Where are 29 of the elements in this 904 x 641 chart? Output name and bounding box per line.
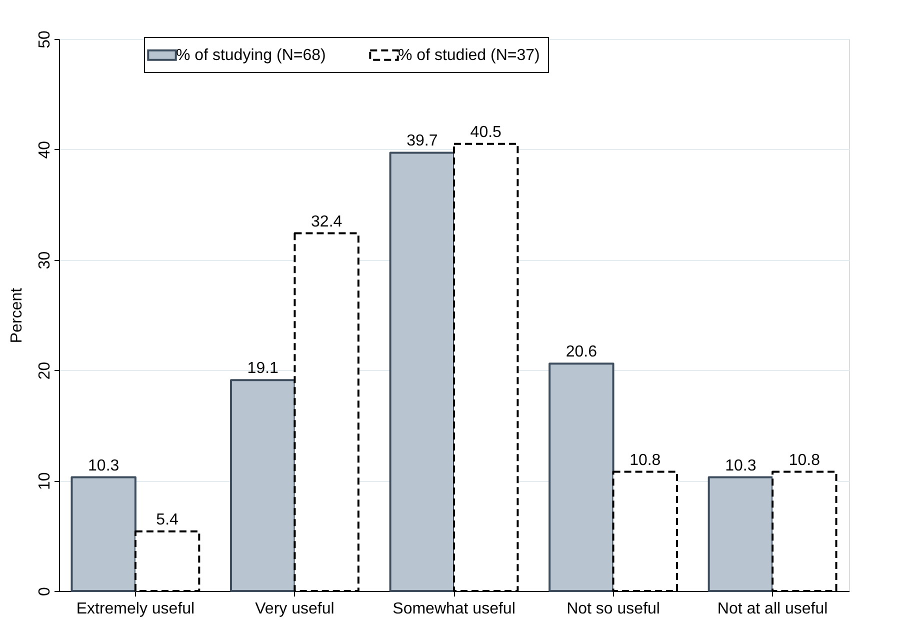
- x-tick-label: Very useful: [255, 600, 334, 618]
- x-tick-label: Not at all useful: [717, 600, 828, 618]
- y-axis-title: Percent: [8, 287, 26, 344]
- x-tick-label: Extremely useful: [76, 600, 195, 618]
- bar: [389, 152, 455, 592]
- data-label: 5.4: [156, 511, 179, 528]
- y-tick-label: 30: [36, 251, 54, 270]
- data-label: 19.1: [247, 360, 279, 378]
- y-tick-label: 0: [36, 586, 54, 596]
- x-tick-label: Not so useful: [566, 600, 660, 618]
- bar: [708, 476, 774, 592]
- bar: [548, 362, 614, 592]
- data-label: 40.5: [470, 124, 502, 141]
- x-tick-label: Somewhat useful: [392, 600, 516, 618]
- y-tick-label: 20: [36, 362, 54, 380]
- data-label: 32.4: [311, 213, 342, 230]
- y-tick-label: 40: [36, 140, 54, 159]
- data-label: 39.7: [406, 132, 438, 150]
- y-tick-label: 10: [36, 472, 54, 490]
- bar: [70, 476, 136, 592]
- data-label: 20.6: [566, 344, 598, 361]
- data-label: 10.3: [88, 457, 120, 474]
- legend-label: % of studied (N=37): [398, 47, 540, 64]
- y-tick-label: 50: [36, 30, 54, 48]
- bar: [230, 379, 296, 592]
- data-label: 10.8: [788, 452, 820, 469]
- data-label: 10.3: [725, 457, 756, 474]
- legend-label: % of studying (N=68): [176, 47, 326, 64]
- data-label: 10.8: [630, 452, 661, 469]
